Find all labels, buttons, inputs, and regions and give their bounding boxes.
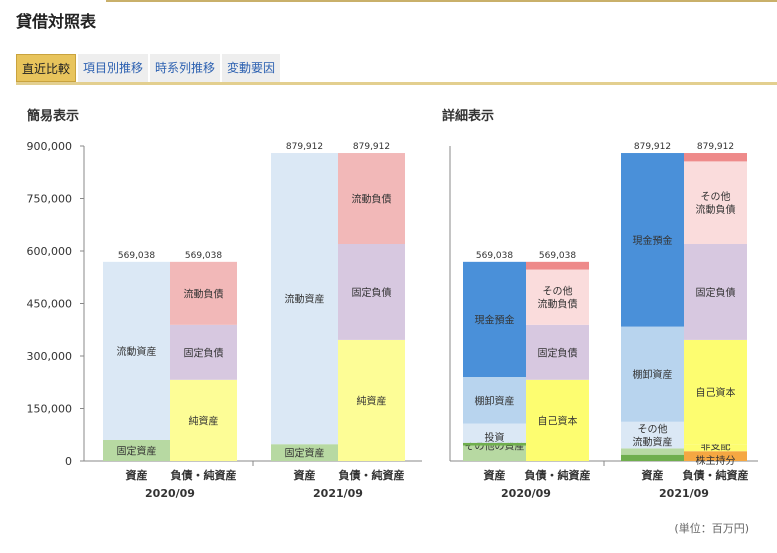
segment-label: 固定負債: [184, 346, 224, 359]
segment-label: 固定負債: [538, 346, 578, 359]
segment-label: 固定負債: [696, 286, 736, 299]
bar-category-label: 資産: [484, 468, 506, 482]
tab-recent-comparison[interactable]: 直近比較: [16, 54, 77, 82]
bar-category-label: 資産: [642, 468, 664, 482]
chart-title: 詳細表示: [442, 108, 494, 124]
bar-segment: [621, 153, 684, 327]
segment-label: 投資: [485, 431, 505, 444]
segment-label: 株主持分: [696, 454, 736, 467]
bar-total-label: 879,912: [353, 142, 390, 152]
segment-label: 棚卸資産: [475, 394, 515, 407]
bar-segment: [526, 324, 589, 380]
bar-total-label: 569,038: [476, 251, 513, 261]
bar-segment: [463, 442, 526, 446]
y-tick-label: 750,000: [27, 193, 73, 206]
segment-label: 固定負債: [352, 286, 392, 299]
bar-segment: [684, 161, 747, 244]
bar-segment: [621, 454, 684, 461]
bar-segment: [684, 153, 747, 162]
bar-segment: [621, 421, 684, 449]
y-tick-label: 600,000: [27, 245, 73, 258]
segment-label: 流動負債: [184, 287, 224, 300]
segment-label: 純資産: [189, 414, 219, 427]
bar-segment: [103, 440, 170, 461]
bar-total-label: 569,038: [539, 251, 576, 261]
y-tick-label: 0: [65, 455, 72, 468]
bar-segment: [684, 444, 747, 452]
segment-label: 純資産: [357, 394, 387, 407]
y-tick-label: 450,000: [27, 298, 73, 311]
bar-segment: [526, 269, 589, 325]
segment-label: その他: [701, 190, 731, 203]
segment-label: 固定資産: [285, 447, 325, 460]
bar-category-label: 負債・純資産: [525, 468, 591, 482]
page-title: 貸借対照表: [16, 12, 97, 31]
bar-segment: [621, 326, 684, 422]
bar-category-label: 負債・純資産: [683, 468, 749, 482]
bar-segment: [463, 377, 526, 424]
bar-category-label: 資産: [126, 468, 148, 482]
bar-segment: [338, 244, 405, 340]
segment-label: 流動負債: [352, 193, 392, 206]
bar-segment: [170, 379, 237, 461]
bar-total-label: 879,912: [697, 142, 734, 152]
bar-segment: [170, 324, 237, 380]
bar-segment: [463, 261, 526, 377]
bar-segment: [103, 261, 170, 440]
bar-segment: [271, 444, 338, 461]
segment-label: 流動負債: [696, 203, 736, 216]
bar-segment: [338, 339, 405, 461]
segment-label: 自己資本: [538, 414, 578, 427]
segment-label: 流動資産: [117, 345, 157, 358]
segment-label: 棚卸資産: [633, 368, 673, 381]
bar-category-label: 負債・純資産: [339, 468, 405, 482]
tab-underline: [16, 82, 777, 85]
tab-change-factors[interactable]: 変動要因: [222, 54, 281, 82]
bar-total-label: 569,038: [185, 251, 222, 261]
segment-label: 現金預金: [475, 313, 515, 326]
segment-label: 流動負債: [538, 298, 578, 311]
y-tick-label: 900,000: [27, 140, 73, 153]
period-label: 2020/09: [501, 487, 551, 500]
y-tick-label: 150,000: [27, 403, 73, 416]
bar-segment: [684, 244, 747, 340]
bar-total-label: 879,912: [634, 142, 671, 152]
chart-title: 簡易表示: [26, 108, 79, 124]
bar-segment: [463, 423, 526, 443]
bar-total-label: 569,038: [118, 251, 155, 261]
segment-label: 固定資産: [117, 445, 157, 458]
period-label: 2020/09: [145, 487, 195, 500]
bar-segment: [271, 153, 338, 445]
y-tick-label: 300,000: [27, 350, 73, 363]
bar-segment: [463, 445, 526, 461]
bar-category-label: 資産: [294, 468, 316, 482]
bar-segment: [684, 339, 747, 445]
bar-segment: [170, 261, 237, 325]
tab-time-series[interactable]: 時系列推移: [150, 54, 221, 82]
segment-label: 流動資産: [285, 293, 325, 306]
segment-label: その他: [543, 285, 573, 298]
segment-label: 流動資産: [633, 436, 673, 449]
bar-total-label: 879,912: [286, 142, 323, 152]
bar-segment: [621, 448, 684, 455]
segment-label: 自己資本: [696, 386, 736, 399]
period-label: 2021/09: [313, 487, 363, 500]
tab-item-trend[interactable]: 項目別推移: [78, 54, 149, 82]
top-accent-line: [106, 0, 777, 2]
bar-category-label: 負債・純資産: [171, 468, 237, 482]
tab-bar: 直近比較 項目別推移 時系列推移 変動要因: [16, 54, 282, 82]
segment-label: その他: [638, 423, 668, 436]
unit-label: (単位：百万円): [674, 522, 749, 535]
bar-segment: [526, 379, 589, 461]
bar-segment: [526, 261, 589, 270]
segment-label: 現金預金: [633, 234, 673, 247]
bar-segment: [684, 451, 747, 461]
period-label: 2021/09: [659, 487, 709, 500]
bar-segment: [338, 153, 405, 244]
